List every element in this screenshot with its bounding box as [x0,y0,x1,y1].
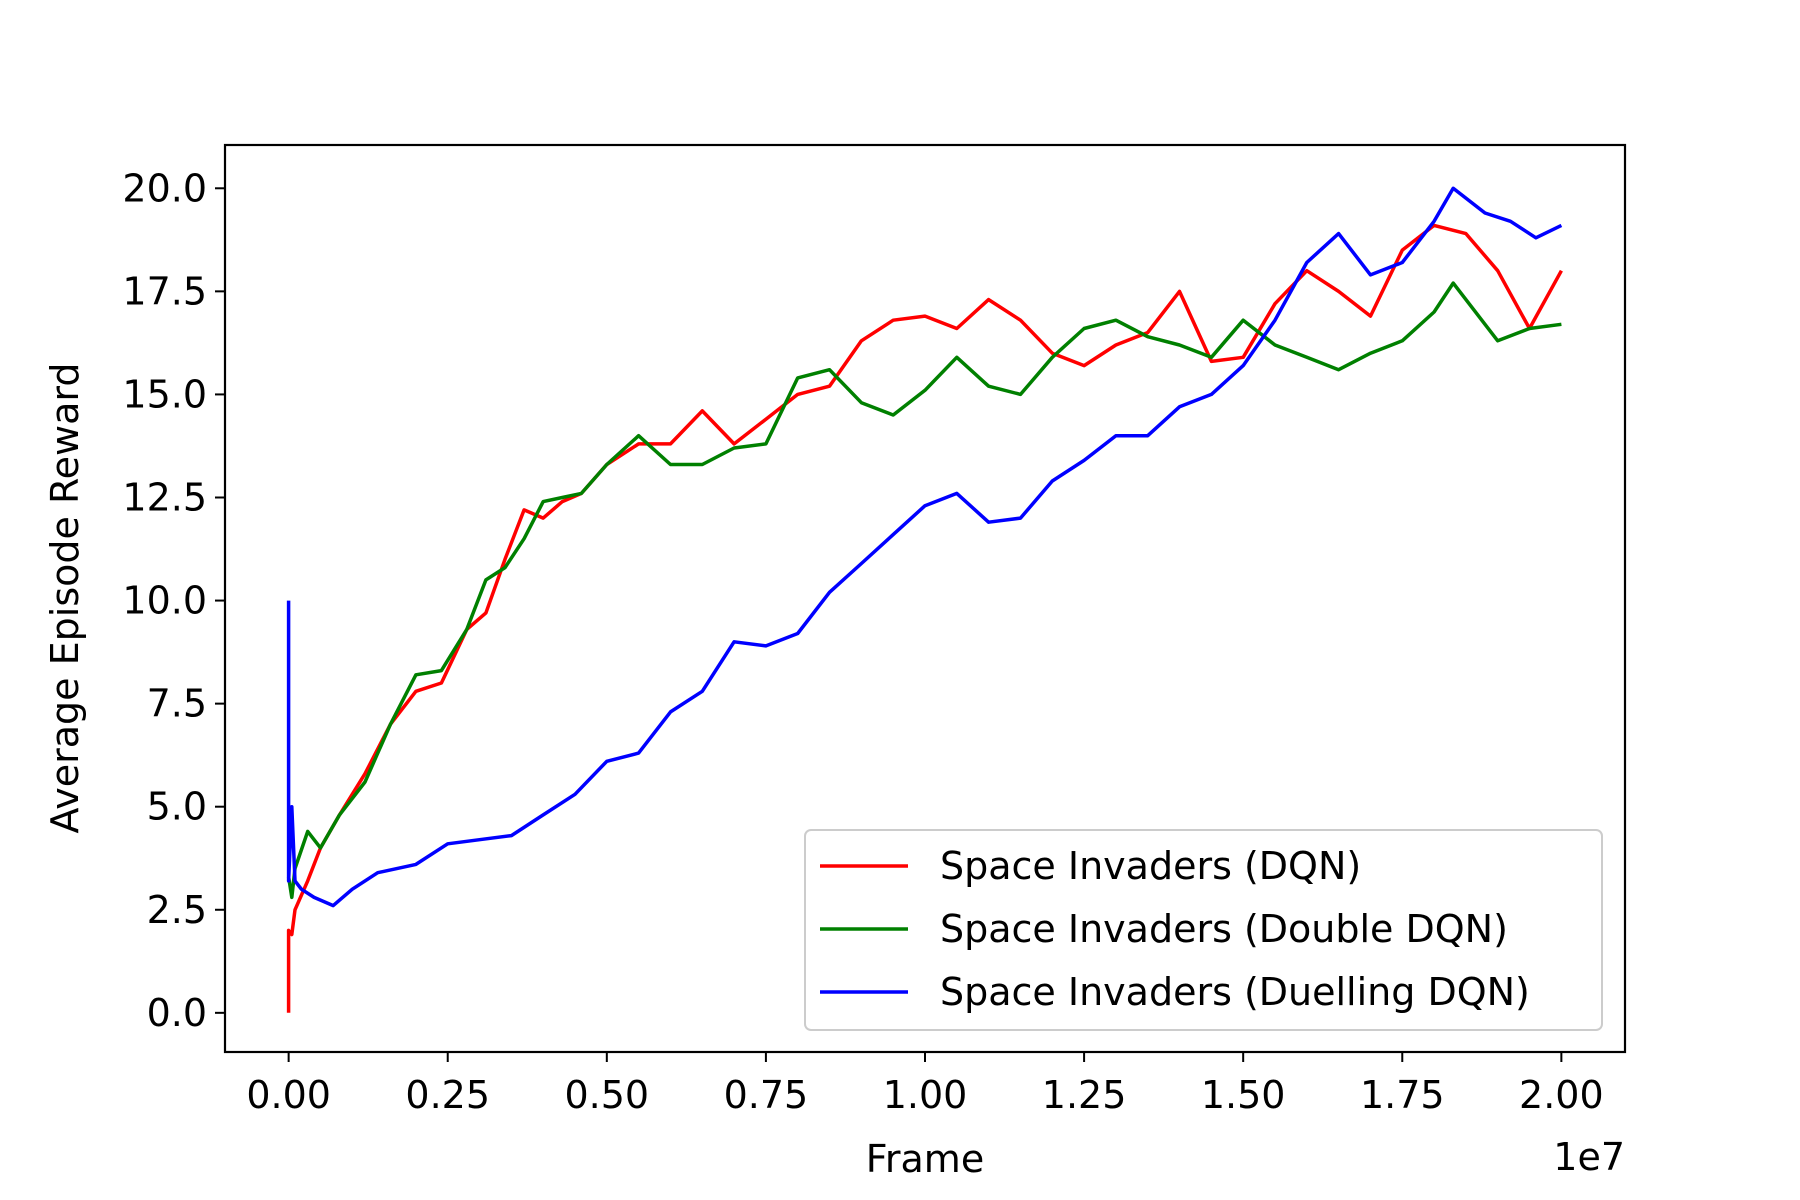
y-axis-title: Average Episode Reward [43,363,87,834]
x-tick-label: 0.50 [565,1073,650,1117]
x-tick-label: 2.00 [1519,1073,1604,1117]
series-line-double-dqn [286,281,1562,900]
x-axis-offset-label: 1e7 [1553,1135,1625,1179]
y-tick-label: 2.5 [147,888,207,932]
y-tick-label: 0.0 [147,991,207,1035]
x-tick-label: 0.00 [246,1073,331,1117]
series-line-duelling-dqn [286,186,1563,908]
x-tick-label: 1.00 [883,1073,968,1117]
legend-label-duelling-dqn: Space Invaders (Duelling DQN) [940,970,1530,1014]
y-tick-label: 15.0 [122,372,207,416]
x-tick-label: 1.50 [1201,1073,1286,1117]
legend: Space Invaders (DQN) Space Invaders (Dou… [804,829,1603,1031]
legend-label-double-dqn: Space Invaders (Double DQN) [940,907,1508,951]
legend-label-dqn: Space Invaders (DQN) [940,844,1361,888]
x-axis-ticks: 0.00 0.25 0.50 0.75 1.00 1.25 1.50 1.75 2.00 [246,1052,1604,1117]
x-tick-label: 0.75 [724,1073,809,1117]
y-tick-label: 20.0 [122,166,207,210]
y-tick-label: 10.0 [122,579,207,623]
x-tick-label: 1.75 [1360,1073,1445,1117]
x-tick-label: 0.25 [405,1073,490,1117]
y-tick-label: 7.5 [147,682,207,726]
y-tick-label: 12.5 [122,475,207,519]
series-layer [286,186,1563,1013]
y-tick-label: 17.5 [122,269,207,313]
x-tick-label: 1.25 [1042,1073,1127,1117]
y-axis-ticks: 0.0 2.5 5.0 7.5 10.0 12.5 15.0 17.5 20.0 [122,166,225,1035]
y-tick-label: 5.0 [147,785,207,829]
x-axis-title: Frame [866,1137,984,1181]
legend-box [804,829,1603,1031]
